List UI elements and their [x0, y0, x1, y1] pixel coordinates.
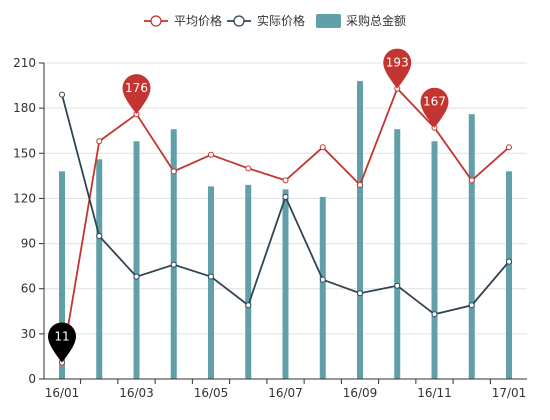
legend: 平均价格 实际价格 采购总金额	[144, 13, 406, 28]
marker-pins: 11 176 193 167	[48, 48, 449, 363]
point-actual-16/12[interactable]	[468, 302, 475, 309]
marker-pin-11: 11	[48, 322, 76, 363]
bar-16/12[interactable]	[468, 114, 475, 380]
legend-label: 平均价格	[174, 13, 222, 28]
point-actual-16/11[interactable]	[431, 311, 438, 318]
point-average-16/08[interactable]	[319, 144, 326, 151]
x-tick-label-16/11: 16/11	[417, 386, 452, 400]
point-average-16/12[interactable]	[468, 177, 475, 184]
y-tick-label-60: 60	[21, 282, 36, 296]
bar-16/08[interactable]	[319, 196, 326, 379]
point-actual-16/05[interactable]	[208, 273, 214, 280]
marker-pin-label-11: 11	[54, 329, 69, 343]
x-tick-label-16/01: 16/01	[45, 386, 80, 400]
legend-label: 实际价格	[257, 13, 305, 28]
point-actual-16/10[interactable]	[394, 282, 401, 289]
marker-pin-label-167: 167	[423, 95, 446, 109]
y-tick-label-210: 210	[13, 56, 36, 70]
marker-pin-176: 176	[122, 74, 151, 115]
y-tick-label-0: 0	[28, 372, 36, 386]
bar-16/01[interactable]	[59, 171, 65, 379]
bar-16/03[interactable]	[133, 141, 140, 379]
bar-17/01[interactable]	[506, 171, 512, 379]
legend-bar-icon	[316, 14, 341, 28]
y-tick-label-30: 30	[21, 327, 36, 341]
y-tick-label-180: 180	[13, 101, 36, 115]
axes: 0 30 60 90 120 150 180 210 16/01 16/03 16/05 16/07 1…	[13, 56, 527, 400]
point-average-16/07[interactable]	[282, 177, 289, 184]
point-actual-17/01[interactable]	[506, 258, 512, 265]
bar-16/10[interactable]	[394, 129, 401, 379]
legend-circle-icon	[233, 15, 245, 27]
y-tick-label-120: 120	[13, 191, 36, 205]
x-tick-label-16/03: 16/03	[119, 386, 154, 400]
point-average-16/02[interactable]	[96, 138, 103, 145]
point-actual-16/04[interactable]	[170, 261, 177, 268]
marker-pin-shape	[420, 87, 449, 128]
legend-item-1[interactable]: 实际价格	[227, 13, 305, 28]
point-average-16/09[interactable]	[357, 181, 363, 188]
bar-16/07[interactable]	[282, 189, 289, 379]
marker-pin-shape	[122, 74, 151, 115]
bar-16/04[interactable]	[170, 129, 177, 379]
marker-pin-shape	[383, 48, 412, 89]
point-average-16/05[interactable]	[208, 151, 214, 158]
bar-16/05[interactable]	[208, 186, 214, 379]
point-average-17/01[interactable]	[506, 144, 512, 151]
bar-16/09[interactable]	[357, 81, 363, 380]
marker-pin-label-193: 193	[386, 56, 409, 70]
point-actual-16/08[interactable]	[319, 276, 326, 283]
x-tick-label-17/01: 17/01	[492, 386, 527, 400]
bar-16/11[interactable]	[431, 141, 438, 379]
y-tick-label-150: 150	[13, 146, 36, 160]
x-tick-label-16/05: 16/05	[194, 386, 229, 400]
y-tick-label-90: 90	[21, 237, 36, 251]
x-tick-label-16/09: 16/09	[343, 386, 378, 400]
legend-label: 采购总金额	[346, 13, 406, 28]
marker-pin-167: 167	[420, 87, 449, 128]
point-average-16/06[interactable]	[245, 165, 252, 172]
point-actual-16/06[interactable]	[245, 302, 252, 309]
legend-item-0[interactable]: 平均价格	[144, 13, 222, 28]
marker-pin-label-176: 176	[125, 81, 148, 95]
marker-pin-193: 193	[383, 48, 412, 89]
point-actual-16/01[interactable]	[59, 91, 65, 98]
point-actual-16/07[interactable]	[282, 193, 289, 200]
point-actual-16/02[interactable]	[96, 233, 103, 240]
bar-16/02[interactable]	[96, 159, 103, 379]
point-average-16/04[interactable]	[170, 168, 177, 175]
legend-item-2[interactable]: 采购总金额	[316, 13, 406, 28]
bar-series	[59, 81, 512, 380]
bar-16/06[interactable]	[245, 184, 252, 379]
legend-circle-icon	[150, 15, 162, 27]
point-actual-16/03[interactable]	[133, 273, 140, 280]
point-actual-16/09[interactable]	[357, 290, 363, 297]
x-tick-label-16/07: 16/07	[268, 386, 303, 400]
marker-pin-shape	[48, 322, 76, 363]
